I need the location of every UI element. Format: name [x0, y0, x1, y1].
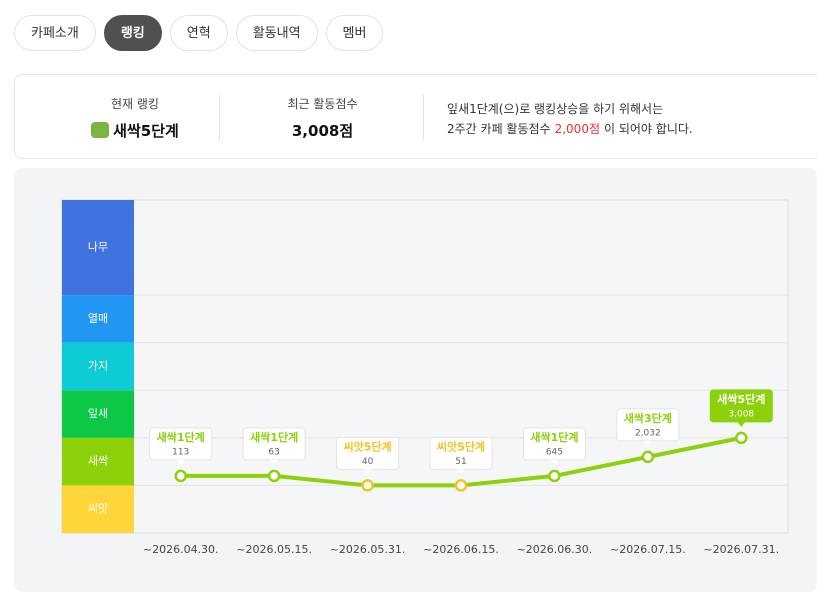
score-label: 51: [455, 457, 466, 467]
rank-band: [62, 200, 134, 296]
label-pointer: [737, 421, 746, 427]
separator: [219, 95, 220, 140]
label-pointer: [176, 459, 185, 465]
rank-label: 새싹1단계: [250, 430, 298, 444]
label-pointer: [270, 459, 279, 465]
rank-band-label: 가지: [88, 360, 108, 373]
tab[interactable]: 멤버: [325, 15, 384, 51]
score-column: 최근 활동점수 3,008점: [255, 95, 390, 141]
point: [548, 469, 561, 483]
rank-label: 씨앗5단계: [344, 439, 392, 453]
message-line: 2주간 카페 활동점수 2,000점 이 되어야 합니다.: [447, 119, 693, 139]
label-pointer: [643, 440, 652, 446]
rank-column: 현재 랭킹 새싹5단계: [65, 95, 205, 141]
score-label: 645: [546, 447, 563, 457]
summary-box: 현재 랭킹 새싹5단계 최근 활동점수 3,008점 잎새1단계(으)로 랭킹상…: [14, 74, 817, 159]
rank-band-label: 씨앗: [88, 502, 108, 515]
label: 현재 랭킹: [111, 97, 159, 111]
x-tick-label: ~2026.05.15.: [236, 543, 312, 556]
point: [361, 479, 374, 492]
rank-label: 새싹1단계: [530, 430, 578, 444]
highlight: 2,000점: [554, 122, 600, 136]
tab[interactable]: 랭킹: [103, 15, 162, 51]
score: 3,008점: [291, 122, 354, 140]
score-label: 3,008: [728, 409, 754, 419]
plot-area: [61, 199, 789, 534]
rank-band: [62, 437, 134, 486]
tab[interactable]: 카페소개: [14, 15, 96, 51]
rank-label: 새싹3단계: [624, 411, 672, 425]
point: [267, 469, 281, 483]
score-label: 113: [172, 447, 189, 457]
text: 이 되어야 합니다.: [604, 122, 693, 136]
score-label: 2,032: [635, 428, 661, 438]
message-line: 잎새1단계(으)로 랭킹상승을 하기 위해서는: [447, 102, 664, 116]
score-label: 40: [362, 457, 374, 467]
x-tick-label: ~2026.04.30.: [143, 543, 219, 556]
tab[interactable]: 활동내역: [235, 15, 318, 51]
label-pointer: [550, 459, 559, 465]
x-tick-label: ~2026.06.15.: [423, 543, 499, 556]
point: [641, 450, 655, 464]
label-pointer: [457, 469, 465, 475]
label: 최근 활동점수: [287, 97, 358, 111]
rank-text: 새싹5단계: [113, 122, 179, 140]
point: [174, 469, 187, 483]
rank-band: [62, 295, 134, 343]
rank-band-label: 나무: [88, 241, 108, 254]
message: 잎새1단계(으)로 랭킹상승을 하기 위해서는 2주간 카페 활동점수 2,000…: [447, 99, 693, 139]
rank-label: 새싹1단계: [157, 430, 205, 444]
chart: 씨앗 새싹 잎새 가지 열매 나무 ~2026.04.30. 새싹1단계 113 ~2026.05…: [14, 168, 817, 592]
text: 2주간 카페 활동점수: [447, 122, 551, 136]
rank-label: 새싹5단계: [717, 392, 765, 406]
x-tick-label: ~2026.07.15.: [610, 543, 686, 556]
rank-label: 씨앗5단계: [437, 439, 485, 453]
rank-band-label: 잎새: [88, 407, 108, 420]
rank: 새싹5단계: [65, 120, 205, 141]
tab-bar: 카페소개 랭킹 연혁 활동내역 멤버: [14, 15, 384, 51]
rank-band-label: 열매: [88, 312, 108, 325]
rank-band: [62, 342, 134, 391]
x-tick-label: ~2026.06.30.: [517, 543, 593, 556]
point: [735, 431, 748, 445]
rank-band: [62, 485, 134, 533]
separator: [423, 95, 424, 140]
rank-icon: [91, 122, 110, 138]
x-tick-label: ~2026.05.31.: [330, 543, 406, 556]
point: [454, 479, 468, 492]
tab[interactable]: 연혁: [169, 15, 228, 51]
label-pointer: [363, 469, 372, 475]
rank-band: [62, 390, 134, 438]
x-tick-label: ~2026.07.31.: [703, 543, 779, 556]
rank-band-label: 새싹: [88, 455, 108, 468]
score-label: 63: [268, 447, 279, 457]
